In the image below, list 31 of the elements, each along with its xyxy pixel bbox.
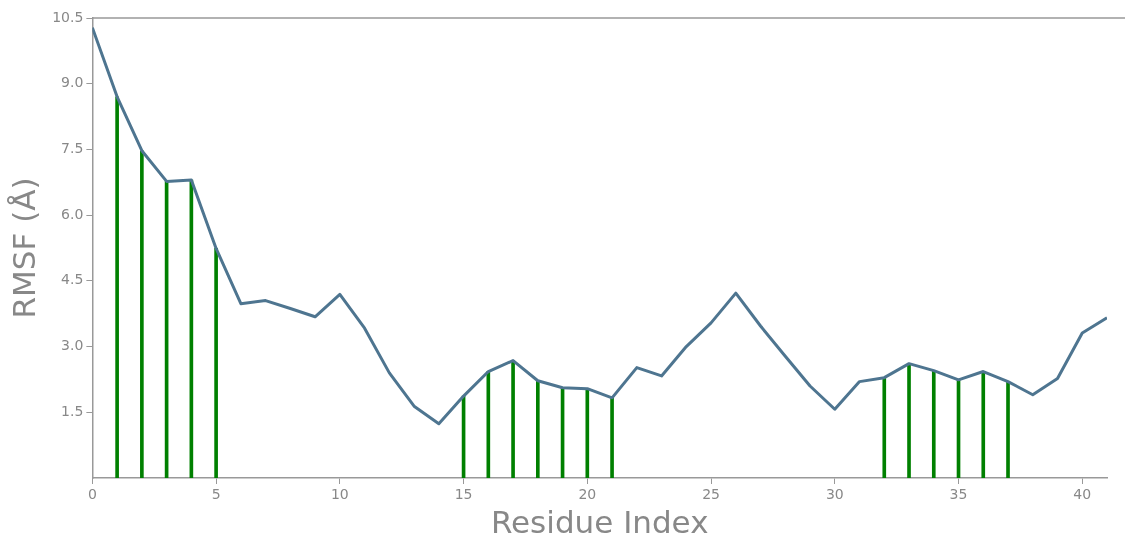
bar: [882, 377, 887, 478]
x-tick-label: 20: [578, 486, 597, 503]
x-tick-label: 35: [949, 486, 968, 503]
bar: [981, 371, 986, 478]
y-tick-label: 1.5: [61, 402, 84, 419]
y-tick-label: 10.5: [52, 8, 84, 25]
bar: [486, 371, 491, 478]
x-axis-title: Residue Index: [490, 504, 709, 541]
bar: [907, 363, 911, 478]
y-tick-label: 3.0: [61, 337, 84, 354]
x-tick-label: 40: [1073, 486, 1092, 503]
y-axis-title: RMSF (Å): [5, 177, 42, 319]
y-tick-label: 4.5: [61, 271, 84, 288]
bar: [585, 388, 590, 478]
x-tick-label: 15: [454, 486, 473, 503]
x-tick-label: 0: [87, 486, 97, 503]
bar: [214, 248, 218, 478]
x-tick-label: 5: [211, 486, 221, 503]
x-tick-label: 25: [702, 486, 720, 503]
x-tick-label: 10: [330, 486, 349, 503]
bar: [1006, 381, 1010, 478]
bar: [610, 397, 614, 478]
bar: [931, 370, 936, 478]
bar: [535, 380, 540, 478]
y-tick-label: 9.0: [61, 74, 84, 91]
y-tick-label: 6.0: [61, 205, 84, 222]
bar: [140, 150, 144, 478]
y-tick-label: 7.5: [61, 140, 84, 157]
bar: [511, 360, 515, 478]
x-tick-label: 30: [825, 486, 844, 503]
bar: [115, 96, 119, 478]
